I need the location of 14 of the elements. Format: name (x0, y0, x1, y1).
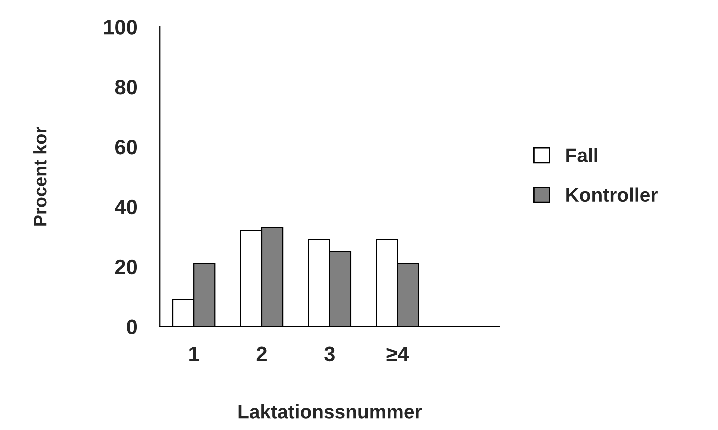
x-tick-label: 2 (256, 346, 267, 362)
x-tick-label: ≥4 (386, 347, 410, 362)
y-tick-label: 20 (115, 260, 138, 275)
x-axis-title: Laktationssnummer (238, 404, 422, 419)
y-tick-label: 80 (115, 80, 138, 95)
x-tick-label: 3 (324, 346, 335, 362)
y-tick-label: 40 (115, 200, 138, 215)
legend-label: Fall (566, 148, 598, 162)
x-tick-label: 1 (190, 347, 200, 362)
y-axis-title: Procent kor (34, 127, 47, 226)
legend-label: Kontroller (566, 188, 658, 202)
y-tick-label: 100 (104, 20, 138, 35)
y-tick-label: 0 (127, 320, 138, 335)
y-tick-label: 60 (115, 140, 138, 155)
